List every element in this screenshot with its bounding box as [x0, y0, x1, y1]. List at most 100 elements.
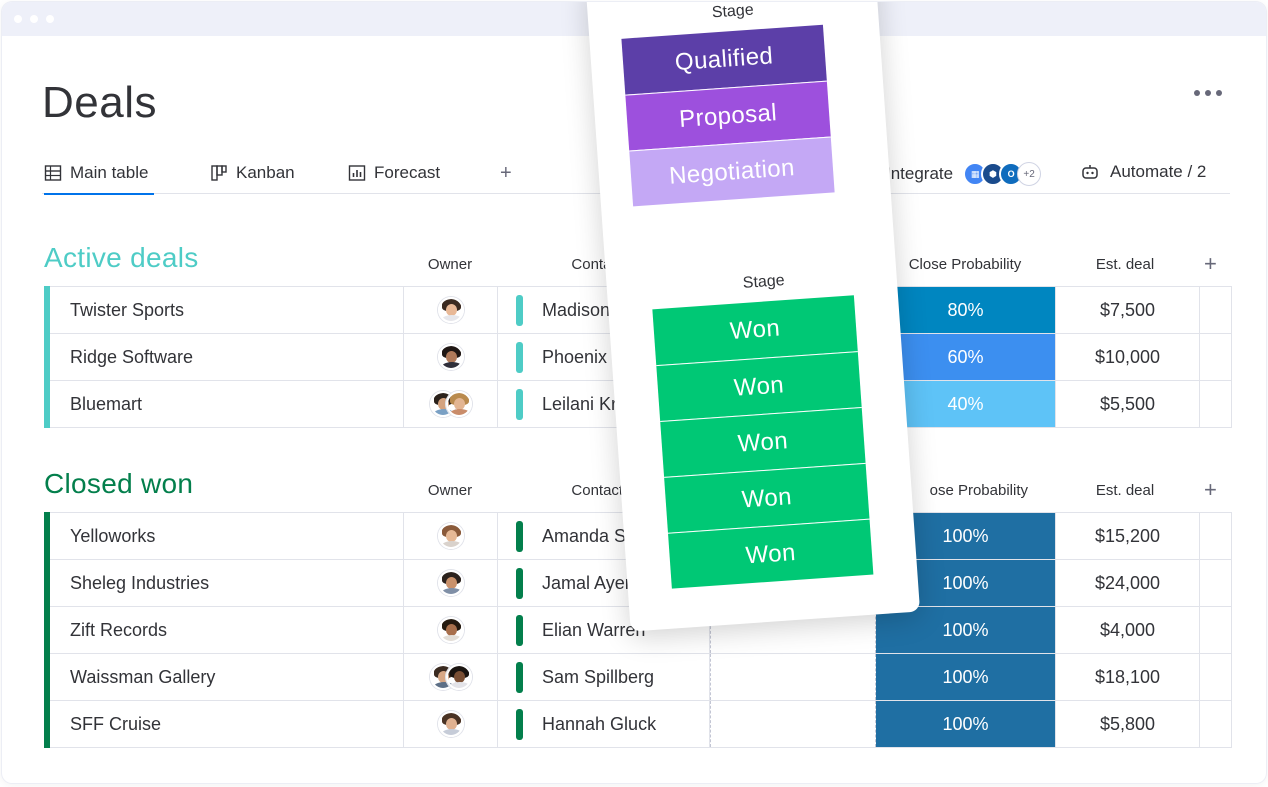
- row-end-cell: [1200, 381, 1232, 427]
- tab-main-table[interactable]: Main table: [44, 160, 155, 195]
- contact-name: Elian Warren: [542, 619, 646, 640]
- row-end-cell: [1200, 287, 1232, 333]
- est-deal-cell[interactable]: $24,000: [1056, 560, 1200, 606]
- close-probability-cell[interactable]: 100%: [876, 607, 1056, 653]
- deal-name[interactable]: Sheleg Industries: [50, 560, 404, 606]
- page-title: Deals: [42, 78, 157, 127]
- contact-cell[interactable]: Sam Spillberg: [498, 654, 710, 700]
- add-view-button[interactable]: +: [500, 162, 512, 184]
- automate-button[interactable]: Automate / 2: [1080, 162, 1206, 182]
- column-header-owner[interactable]: Owner: [427, 256, 473, 273]
- tab-label: Kanban: [236, 163, 295, 182]
- close-probability-cell[interactable]: 80%: [876, 287, 1056, 333]
- close-probability-cell[interactable]: 100%: [876, 701, 1056, 747]
- add-column-button[interactable]: +: [1204, 251, 1217, 276]
- column-header-close-probability[interactable]: ose Probability: [929, 482, 1028, 499]
- est-deal-cell[interactable]: $18,100: [1056, 654, 1200, 700]
- stage-cell[interactable]: [710, 654, 876, 700]
- row-end-cell: [1200, 701, 1232, 747]
- stage-cell[interactable]: [710, 701, 876, 747]
- group-color-bar: [44, 653, 50, 701]
- tab-label: Forecast: [374, 163, 441, 182]
- column-header-owner[interactable]: Owner: [427, 482, 473, 499]
- group-color-bar: [44, 512, 50, 560]
- group-color-bar: [44, 700, 50, 748]
- column-header-est-deal[interactable]: Est. deal: [1095, 256, 1155, 273]
- est-deal-cell[interactable]: $5,500: [1056, 381, 1200, 427]
- stage-header: Stage: [711, 2, 755, 22]
- window-dot-icon: [30, 15, 38, 23]
- deal-name[interactable]: Bluemart: [50, 381, 404, 427]
- automate-label: Automate / 2: [1110, 162, 1207, 181]
- window-dot-icon: [46, 15, 54, 23]
- column-header-close-probability[interactable]: Close Probability: [908, 256, 1022, 273]
- stage-column-card[interactable]: Stage Qualified Proposal Negotiation Sta…: [585, 2, 921, 632]
- avatar: [437, 297, 464, 323]
- stage-cell[interactable]: [710, 607, 876, 653]
- owner-cell[interactable]: [404, 287, 498, 333]
- avatar: [437, 344, 464, 370]
- group-title-closed-won[interactable]: Closed won: [44, 468, 194, 499]
- chart-icon: [348, 165, 366, 181]
- deal-name[interactable]: SFF Cruise: [50, 701, 404, 747]
- row-end-cell: [1200, 607, 1232, 653]
- add-column-button[interactable]: +: [1204, 477, 1217, 502]
- kanban-icon: [211, 165, 227, 181]
- contact-cell[interactable]: Elian Warren: [498, 607, 710, 653]
- group-color-bar: [44, 380, 50, 428]
- table-icon: [44, 165, 62, 181]
- column-header-est-deal[interactable]: Est. deal: [1095, 482, 1155, 499]
- group-color-bar: [44, 606, 50, 654]
- avatar: [437, 570, 464, 596]
- group-color-bar: [44, 559, 50, 607]
- group-title-active-deals[interactable]: Active deals: [44, 242, 199, 273]
- est-deal-cell[interactable]: $7,500: [1056, 287, 1200, 333]
- table-row[interactable]: Zift Records Elian Warren 100% $4,000: [44, 606, 1232, 654]
- close-probability-cell[interactable]: 100%: [876, 654, 1056, 700]
- owner-cell[interactable]: [404, 334, 498, 380]
- deal-name[interactable]: Ridge Software: [50, 334, 404, 380]
- avatar: [445, 391, 472, 417]
- contact-name: Hannah Gluck: [542, 713, 657, 734]
- group-color-bar: [44, 286, 50, 334]
- contact-cell[interactable]: Hannah Gluck: [498, 701, 710, 747]
- est-deal-cell[interactable]: $10,000: [1056, 334, 1200, 380]
- contact-name: Sam Spillberg: [542, 666, 655, 687]
- robot-icon: [1082, 165, 1098, 179]
- owner-cell[interactable]: [404, 701, 498, 747]
- owner-cell[interactable]: [404, 381, 498, 427]
- avatar: [437, 711, 464, 737]
- est-deal-cell[interactable]: $4,000: [1056, 607, 1200, 653]
- column-header-contacts[interactable]: Contacts: [571, 482, 631, 499]
- deal-name[interactable]: Yelloworks: [50, 513, 404, 559]
- more-integrations-badge: +2: [1017, 162, 1042, 186]
- owner-cell[interactable]: [404, 560, 498, 606]
- tab-kanban[interactable]: Kanban: [210, 160, 295, 186]
- row-end-cell: [1200, 560, 1232, 606]
- owner-cell[interactable]: [404, 513, 498, 559]
- window-dot-icon: [14, 15, 22, 23]
- table-row[interactable]: Waissman Gallery Sam Spillberg 100% $18,…: [44, 653, 1232, 701]
- contact-name: Jamal Ayers: [542, 572, 640, 593]
- est-deal-cell[interactable]: $15,200: [1056, 513, 1200, 559]
- owner-cell[interactable]: [404, 607, 498, 653]
- table-row[interactable]: SFF Cruise Hannah Gluck 100% $5,800: [44, 700, 1232, 748]
- integrate-button[interactable]: Integrate ▦ ⬢ O +2: [886, 162, 1042, 186]
- owner-cell[interactable]: [404, 654, 498, 700]
- closed-won-table: Yelloworks Amanda Smith 100% $15,200 She…: [44, 512, 1232, 748]
- avatar: [445, 664, 472, 690]
- deal-name[interactable]: Waissman Gallery: [50, 654, 404, 700]
- stage-header: Stage: [742, 272, 786, 292]
- tab-label: Main table: [70, 163, 149, 182]
- avatar: [437, 617, 464, 643]
- close-probability-cell[interactable]: 60%: [876, 334, 1056, 380]
- deal-name[interactable]: Zift Records: [50, 607, 404, 653]
- tab-forecast[interactable]: Forecast: [348, 160, 440, 186]
- est-deal-cell[interactable]: $5,800: [1056, 701, 1200, 747]
- table-row[interactable]: Bluemart Leilani Krause 40% $5,500: [44, 380, 1232, 428]
- deal-name[interactable]: Twister Sports: [50, 287, 404, 333]
- more-options-icon[interactable]: [1194, 90, 1222, 96]
- row-end-cell: [1200, 654, 1232, 700]
- close-probability-cell[interactable]: 40%: [876, 381, 1056, 427]
